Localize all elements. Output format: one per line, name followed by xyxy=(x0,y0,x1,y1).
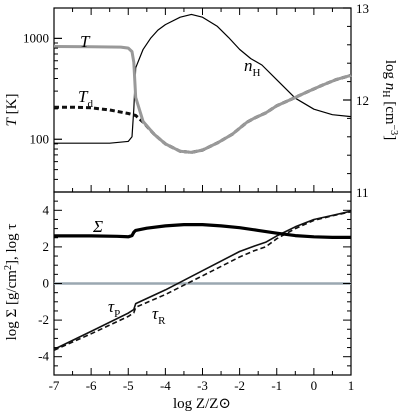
bottom-ytick-label: 4 xyxy=(43,202,50,217)
bottom-ticks-group: -4 -2 0 2 4 11 -7 -6 -5 -4 -3 -2 -1 0 1 xyxy=(38,185,368,393)
bottom-xtick-label: -1 xyxy=(271,378,282,393)
series-T xyxy=(53,45,352,154)
annotation-T-d: Td xyxy=(78,87,93,110)
top-ylabel: T [K] xyxy=(4,94,20,127)
bottom-ytick-label: -4 xyxy=(38,349,49,364)
bottom-xtick-label: 1 xyxy=(348,378,355,393)
series-n-H xyxy=(54,13,352,144)
annotation-T: T xyxy=(80,32,91,51)
bottom-xlabel: log Z/Z⊙ xyxy=(173,396,231,412)
bottom-series-group xyxy=(53,210,352,352)
annotation-tau-R: τR xyxy=(152,304,166,327)
annotation-tau-P: τP xyxy=(108,297,120,320)
top-ytick-label: 1000 xyxy=(23,30,49,45)
bottom-xtick-label: -6 xyxy=(86,378,97,393)
top-plot-frame xyxy=(53,7,352,193)
bottom-xtick-label: -3 xyxy=(197,378,208,393)
bottom-xtick-label: -2 xyxy=(234,378,245,393)
top-y2label: log nH [cm−3] xyxy=(380,60,399,140)
top-ticks-group: 100 1000 12 13 xyxy=(23,1,369,192)
bottom-ylabel: log Σ [g/cm2], log τ xyxy=(3,224,20,341)
bottom-xtick-label: 0 xyxy=(311,378,318,393)
bottom-ytick-label: -2 xyxy=(38,312,49,327)
bottom-xtick-label: -7 xyxy=(49,378,60,393)
top-panel: 100 1000 12 13 T [K] log nH [cm−3] T Td nH xyxy=(4,1,399,193)
series-tau-R xyxy=(53,211,352,352)
bottom-ytick-label: 2 xyxy=(43,239,50,254)
annotation-n-H: nH xyxy=(244,56,261,79)
top-ytick-label: 100 xyxy=(30,131,50,146)
annotation-sigma: Σ xyxy=(92,217,103,236)
top-series-group xyxy=(53,13,352,154)
bottom-xtick-label: -4 xyxy=(160,378,171,393)
series-T-d xyxy=(54,73,352,154)
series-sigma xyxy=(54,223,351,239)
top-y2tick-label: 13 xyxy=(356,1,369,16)
right-axis-tick-label: 11 xyxy=(356,185,369,200)
bottom-panel: -4 -2 0 2 4 11 -7 -6 -5 -4 -3 -2 -1 0 1 log Σ [g/cm2],… xyxy=(3,185,369,412)
top-y2tick-label: 12 xyxy=(356,93,369,108)
bottom-ytick-label: 0 xyxy=(43,276,50,291)
series-tau-P xyxy=(53,210,352,351)
bottom-xtick-label: -5 xyxy=(123,378,134,393)
